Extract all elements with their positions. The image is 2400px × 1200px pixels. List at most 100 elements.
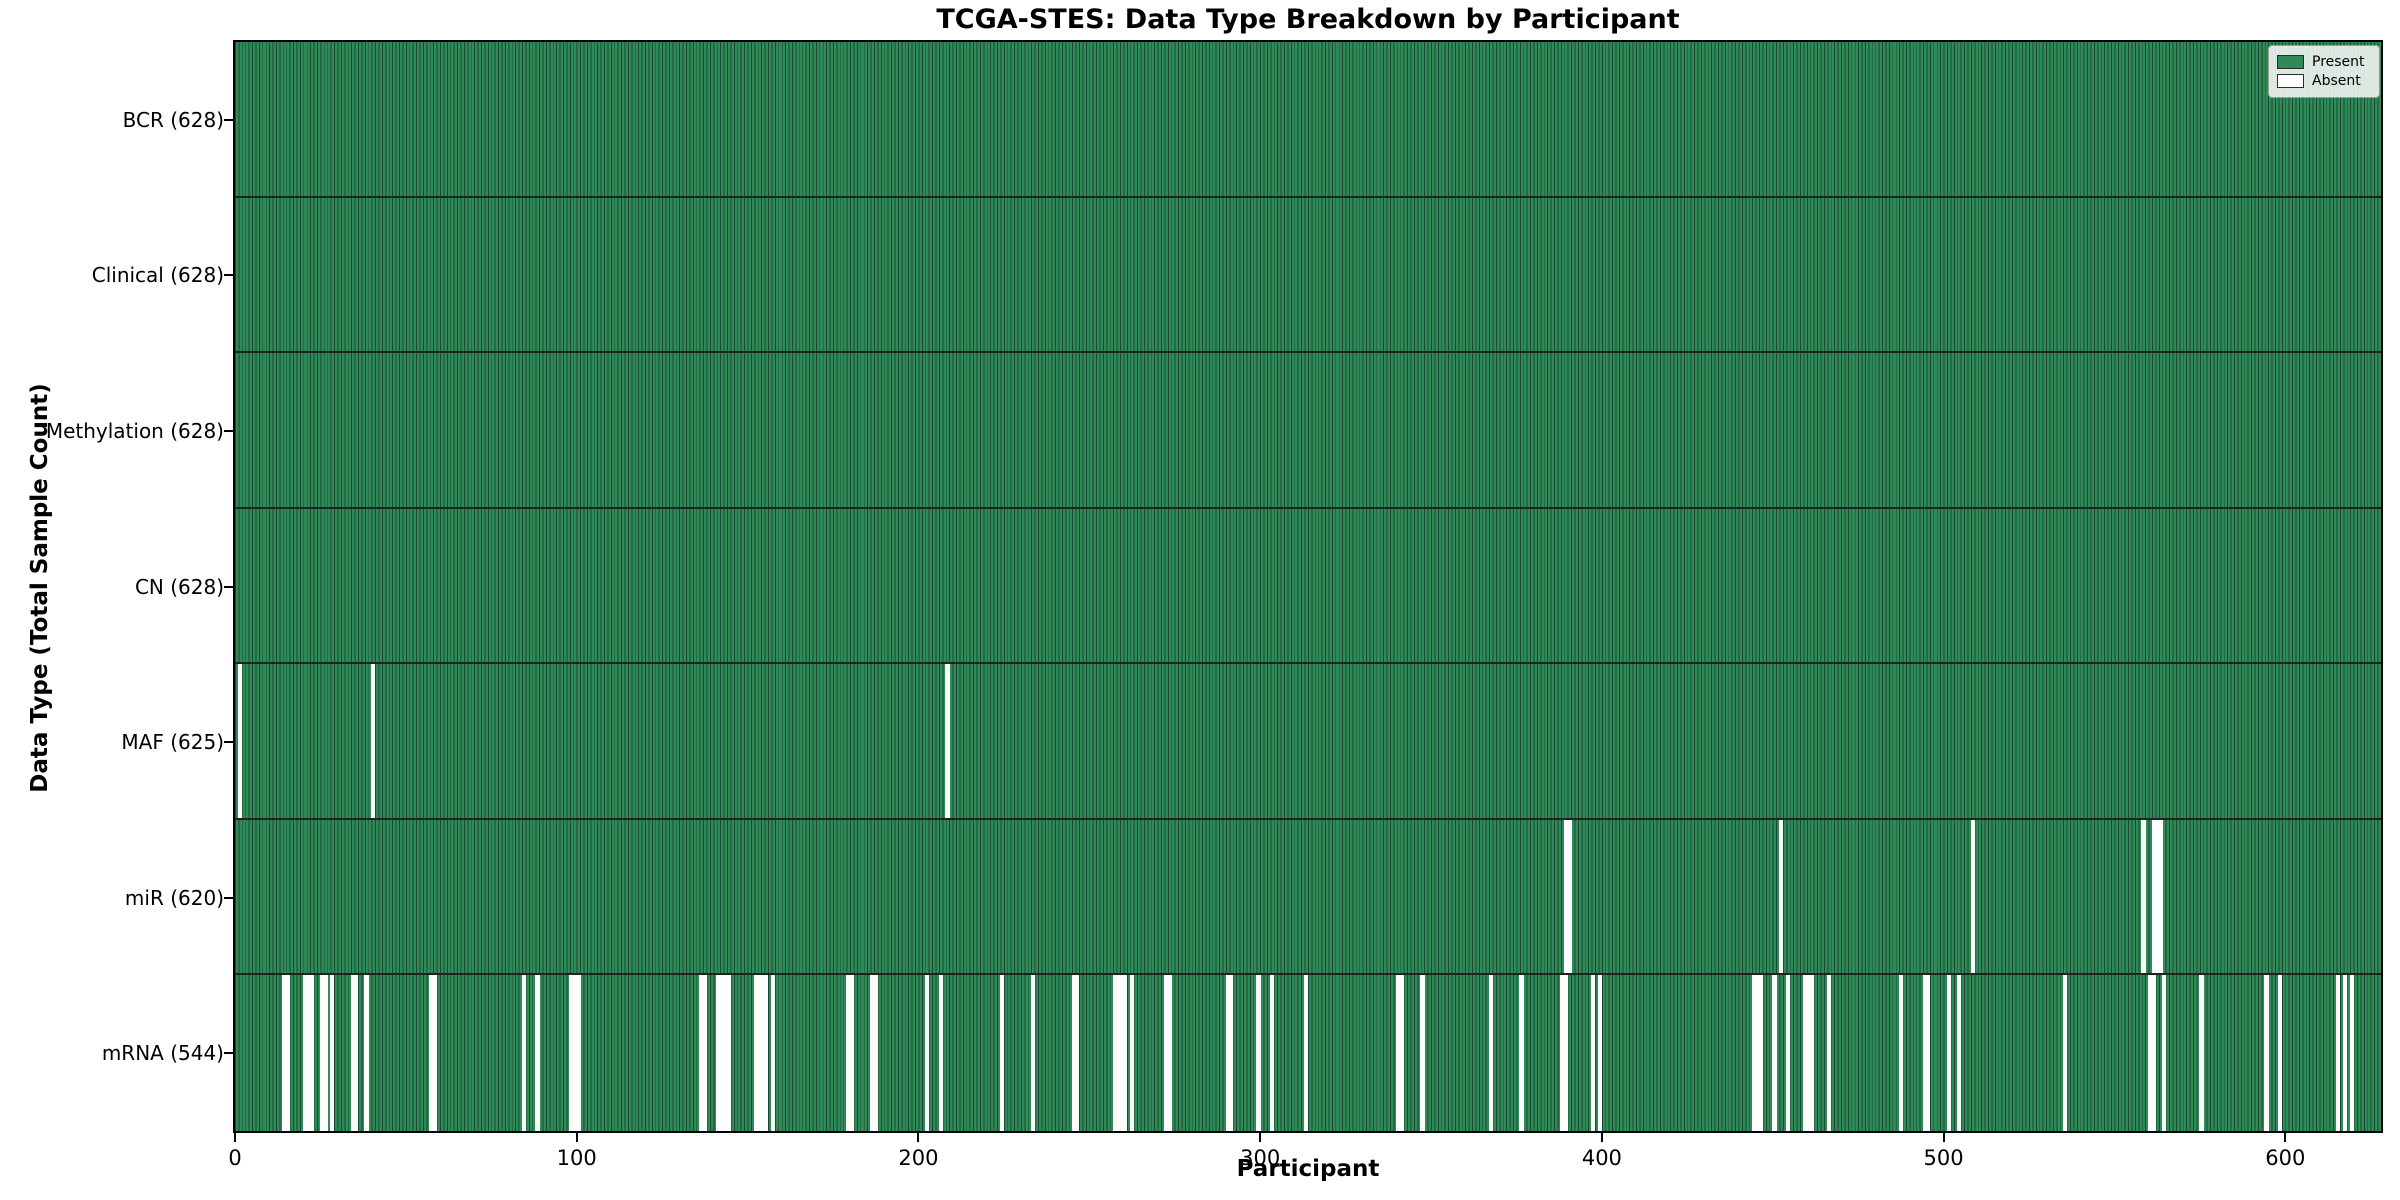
- y-tick-label: MAF (625): [121, 730, 224, 755]
- absent-bar: [1563, 819, 1569, 974]
- absent-bar: [2343, 975, 2348, 1131]
- absent-bar: [1922, 975, 1927, 1131]
- heatmap-row: [235, 819, 2381, 976]
- absent-bar: [702, 975, 707, 1131]
- absent-bar: [1112, 975, 1118, 1131]
- absent-bar: [2199, 975, 2204, 1131]
- x-tick: [1600, 1133, 1603, 1142]
- absent-bar: [323, 975, 328, 1131]
- absent-bar: [1956, 975, 1962, 1131]
- absent-bar: [1225, 975, 1230, 1131]
- absent-bar: [1591, 975, 1596, 1131]
- absent-bar: [1129, 975, 1135, 1131]
- absent-bar: [1123, 975, 1128, 1131]
- absent-bar: [1229, 975, 1234, 1131]
- absent-bar: [1809, 975, 1815, 1131]
- absent-bar: [1071, 975, 1077, 1131]
- absent-bar: [1755, 975, 1760, 1131]
- absent-bar: [2349, 975, 2355, 1131]
- absent-bar: [846, 975, 851, 1131]
- absent-bar: [1827, 975, 1832, 1131]
- absent-bar: [2151, 975, 2156, 1131]
- y-tick: [224, 274, 233, 277]
- absent-bar: [719, 975, 725, 1131]
- absent-bar: [1304, 975, 1309, 1131]
- absent-bar: [1779, 819, 1784, 974]
- absent-bar: [1270, 975, 1275, 1131]
- absent-bar: [1803, 975, 1808, 1131]
- absent-bar: [2336, 975, 2341, 1131]
- absent-bar: [1786, 975, 1791, 1131]
- absent-bar: [282, 975, 287, 1131]
- absent-bar: [771, 975, 776, 1131]
- absent-bar: [2278, 975, 2283, 1131]
- legend-label-absent: Absent: [2312, 73, 2361, 89]
- absent-bar: [2264, 975, 2269, 1131]
- absent-bar: [429, 975, 434, 1131]
- y-tick: [224, 585, 233, 588]
- legend-entry-absent: Absent: [2277, 73, 2371, 89]
- absent-bar: [754, 975, 759, 1131]
- absent-bar: [760, 975, 766, 1131]
- absent-bar: [1926, 975, 1931, 1131]
- x-tick-label: 200: [898, 1146, 939, 1170]
- absent-bar: [330, 975, 335, 1131]
- heatmap-row: [235, 197, 2381, 354]
- absent-bar: [924, 975, 930, 1131]
- absent-bar: [723, 975, 728, 1131]
- x-tick-label: 400: [1581, 1146, 1622, 1170]
- absent-bar: [1488, 975, 1493, 1131]
- x-tick: [1942, 1133, 1945, 1142]
- absent-bar: [1116, 975, 1121, 1131]
- y-tick: [224, 741, 233, 744]
- absent-bar: [1075, 975, 1080, 1131]
- x-tick: [1259, 1133, 1262, 1142]
- heatmap-row: [235, 508, 2381, 665]
- absent-bar: [432, 975, 437, 1131]
- absent-bar: [1751, 975, 1757, 1131]
- absent-bar: [2158, 819, 2163, 974]
- absent-bar: [2141, 819, 2146, 974]
- absent-bar: [1420, 975, 1425, 1131]
- absent-bar: [1167, 975, 1172, 1131]
- x-tick-label: 0: [228, 1146, 242, 1170]
- y-tick-label: mRNA (544): [101, 1041, 224, 1066]
- absent-bar: [2062, 975, 2067, 1131]
- x-tick: [2284, 1133, 2287, 1142]
- absent-bar: [945, 664, 950, 818]
- absent-bar: [1030, 975, 1035, 1131]
- absent-bar: [938, 975, 943, 1131]
- absent-bar: [2151, 819, 2156, 974]
- absent-bar: [870, 975, 875, 1131]
- absent-bar: [2155, 819, 2160, 974]
- absent-bar: [354, 975, 359, 1131]
- absent-bar: [1946, 975, 1951, 1131]
- legend-label-present: Present: [2312, 54, 2365, 70]
- absent-bar: [320, 975, 325, 1131]
- absent-bar: [535, 975, 540, 1131]
- absent-bar: [849, 975, 854, 1131]
- x-tick-label: 600: [2265, 1146, 2306, 1170]
- legend: Present Absent: [2268, 45, 2380, 98]
- absent-bar: [371, 664, 376, 818]
- legend-entry-present: Present: [2277, 54, 2371, 70]
- absent-bar: [873, 975, 878, 1131]
- absent-bar: [764, 975, 769, 1131]
- absent-bar: [1806, 975, 1811, 1131]
- absent-bar: [1563, 975, 1569, 1131]
- absent-bar: [1567, 819, 1572, 974]
- absent-bar: [350, 975, 355, 1131]
- y-tick-label: Methylation (628): [45, 418, 224, 443]
- x-tick: [234, 1133, 236, 1142]
- chart-title: TCGA-STES: Data Type Breakdown by Partic…: [936, 4, 1680, 35]
- y-tick-label: Clinical (628): [91, 263, 224, 288]
- absent-bar: [699, 975, 704, 1131]
- absent-bar: [1758, 975, 1763, 1131]
- absent-bar: [2148, 975, 2153, 1131]
- x-tick-label: 100: [556, 1146, 597, 1170]
- absent-bar: [1898, 975, 1903, 1131]
- absent-bar: [302, 975, 308, 1131]
- y-tick: [224, 896, 233, 899]
- absent-bar: [521, 975, 526, 1131]
